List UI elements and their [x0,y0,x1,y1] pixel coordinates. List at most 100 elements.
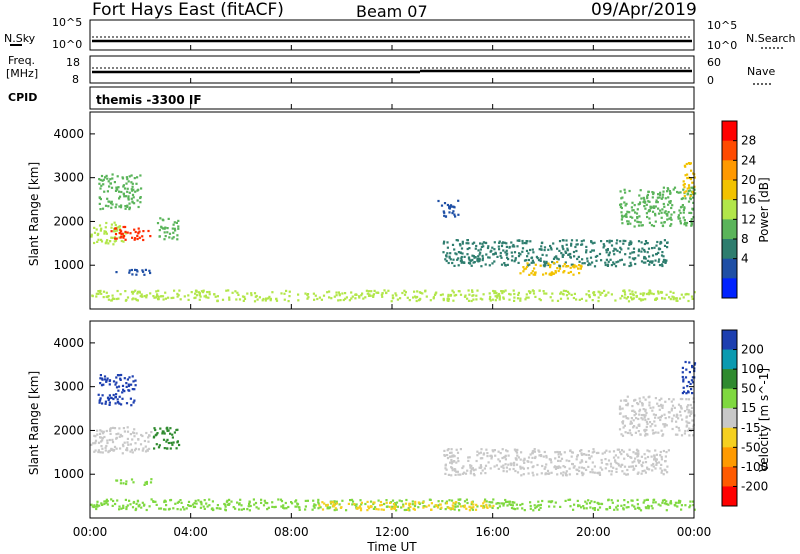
heatmap-cell [367,507,371,510]
heatmap-cell [689,198,692,201]
heatmap-cell [577,255,580,258]
heatmap-cell [532,251,535,254]
heatmap-cell [271,505,274,508]
heatmap-cell [482,505,485,508]
heatmap-cell [655,201,658,204]
heatmap-cell [587,499,590,502]
heatmap-cell [679,222,682,225]
heatmap-cell [558,267,562,270]
heatmap-cell [673,186,677,189]
heatmap-cell [115,381,118,384]
heatmap-cell [351,503,354,506]
heatmap-cell [495,296,499,299]
heatmap-cell [603,451,606,454]
heatmap-cell [582,453,586,456]
heatmap-cell [448,205,451,208]
heatmap-cell [411,503,414,506]
heatmap-cell [688,427,691,430]
heatmap-cell [645,242,648,245]
heatmap-cell [682,378,685,381]
heatmap-cell [349,499,352,502]
heatmap-cell [119,447,122,450]
heatmap-cell [262,297,265,301]
heatmap-cell [116,398,119,401]
heatmap-cell [494,252,497,255]
heatmap-cell [130,268,133,272]
heatmap-cell [615,506,618,509]
heatmap-cell [306,293,309,297]
heatmap-cell [230,500,233,503]
heatmap-cell [137,505,140,508]
heatmap-cell [641,470,644,473]
heatmap-cell [328,290,331,293]
heatmap-cell [126,449,129,452]
heatmap-cell [623,201,626,204]
heatmap-cell [469,472,472,475]
heatmap-cell [333,295,336,298]
heatmap-cell [564,472,567,475]
heatmap-cell [660,455,663,459]
heatmap-cell [208,290,211,294]
heatmap-cell [455,253,458,256]
heatmap-cell [99,429,102,432]
heatmap-cell [679,397,682,401]
colorbar-frame [721,329,738,507]
heatmap-cell [238,503,241,506]
heatmap-cell [655,462,658,465]
heatmap-cell [523,461,526,464]
heatmap-cell [578,298,581,301]
heatmap-cell [488,256,491,259]
heatmap-cell [662,186,665,189]
heatmap-cell [566,290,570,293]
heatmap-cell [443,214,446,217]
heatmap-cell [98,399,101,402]
heatmap-cell [618,251,621,254]
heatmap-cell [280,292,283,295]
heatmap-cell [565,289,568,293]
heatmap-cell [440,204,444,207]
heatmap-cell [143,439,146,443]
heatmap-cell [554,501,557,504]
heatmap-cell [114,230,117,233]
heatmap-cell [610,465,613,468]
heatmap-cell [136,499,139,502]
heatmap-cell [573,255,576,258]
heatmap-cell [536,473,539,476]
heatmap-cell [572,508,575,511]
heatmap-cell [472,298,475,301]
heatmap-cell [693,363,696,366]
heatmap-cell [673,406,676,409]
heatmap-cell [129,397,132,400]
heatmap-cell [651,210,655,213]
heatmap-cell [391,499,395,502]
heatmap-cell [312,292,315,295]
heatmap-cell [530,272,533,275]
heatmap-cell [432,296,435,299]
heatmap-cell [646,467,649,471]
heatmap-cell [543,467,546,470]
heatmap-cell [114,396,117,399]
heatmap-cell [661,264,664,268]
heatmap-cell [480,465,483,468]
heatmap-cell [513,260,516,263]
heatmap-cell [155,503,158,506]
heatmap-cell [97,450,100,454]
heatmap-cell [668,296,671,299]
heatmap-cell [265,297,268,300]
heatmap-cell [645,420,648,423]
heatmap-cell [514,258,517,261]
heatmap-cell [147,436,150,439]
heatmap-cell [312,499,315,502]
heatmap-cell [161,218,164,221]
heatmap-cell [105,444,108,448]
heatmap-cell [682,183,685,187]
heatmap-cell [612,466,615,469]
heatmap-cell [643,242,646,246]
heatmap-cell [588,457,591,460]
heatmap-cell [666,190,669,193]
heatmap-cell [651,507,654,510]
heatmap-cell [325,504,328,507]
heatmap-cell [304,499,307,502]
heatmap-cell [242,299,245,302]
heatmap-cell [540,248,543,251]
